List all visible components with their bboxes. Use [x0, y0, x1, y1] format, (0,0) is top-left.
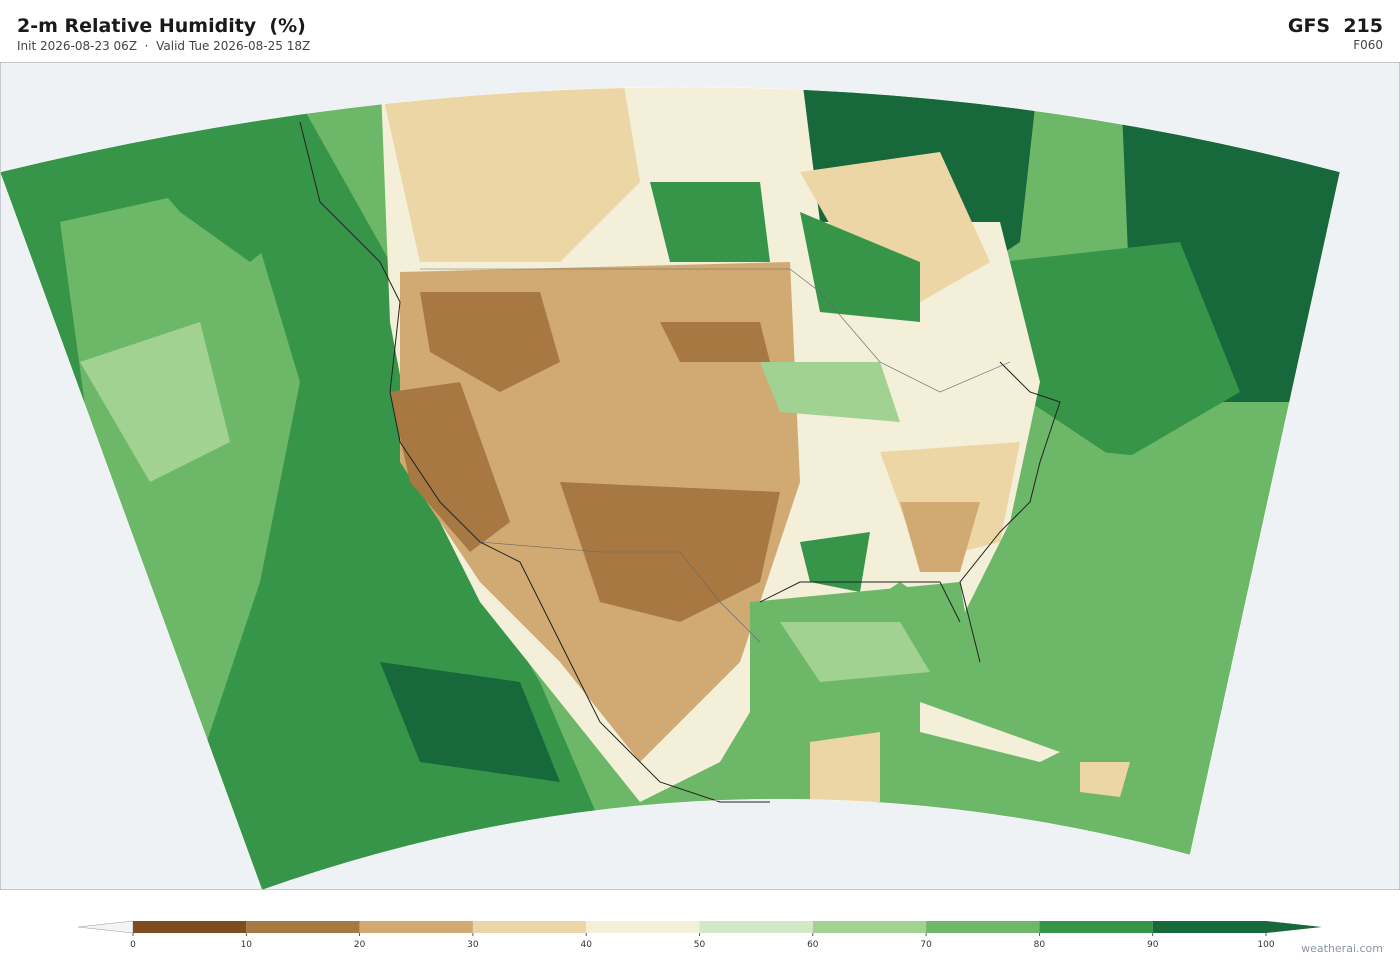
forecast-hour: F060	[1353, 38, 1383, 52]
colorbar-tick-label: 60	[807, 940, 819, 950]
colorbar-segment	[699, 921, 813, 933]
colorbar-segment	[1039, 921, 1153, 933]
colorbar: 0 10 20 30 40 50 60 70 80 90 100	[77, 920, 1322, 950]
colorbar-segment	[812, 921, 927, 933]
colorbar-segment	[246, 921, 360, 933]
model-name: GFS 215	[1287, 15, 1383, 37]
colorbar-segment	[1152, 921, 1266, 933]
colorbar-tick-label: 30	[467, 940, 479, 950]
colorbar-tick-label: 100	[1257, 940, 1274, 950]
colorbar-segment	[359, 921, 473, 933]
domain-edge	[0, 86, 1341, 890]
credit: weatherai.com	[1301, 942, 1383, 955]
colorbar-segment	[586, 921, 700, 933]
colorbar-tick-label: 20	[354, 940, 366, 950]
colorbar-over	[1266, 921, 1322, 933]
colorbar-segment	[133, 921, 247, 933]
colorbar-tick-label: 10	[241, 940, 253, 950]
run-info: Init 2026-08-23 06Z · Valid Tue 2026-08-…	[17, 39, 311, 53]
colorbar-tick-label: 80	[1034, 940, 1046, 950]
colorbar-segment	[472, 921, 587, 933]
coastlines	[299, 121, 1061, 803]
colorbar-tick-label: 90	[1147, 940, 1159, 950]
colorbar-under	[77, 920, 134, 934]
colorbar-tick-label: 40	[580, 940, 592, 950]
map	[0, 62, 1400, 890]
borders	[420, 268, 1011, 643]
colorbar-segment	[926, 921, 1040, 933]
map-title: 2-m Relative Humidity (%)	[17, 15, 306, 37]
colorbar-tick-label: 0	[130, 940, 136, 950]
colorbar-tick-label: 50	[694, 940, 706, 950]
colorbar-tick-label: 70	[920, 940, 932, 950]
